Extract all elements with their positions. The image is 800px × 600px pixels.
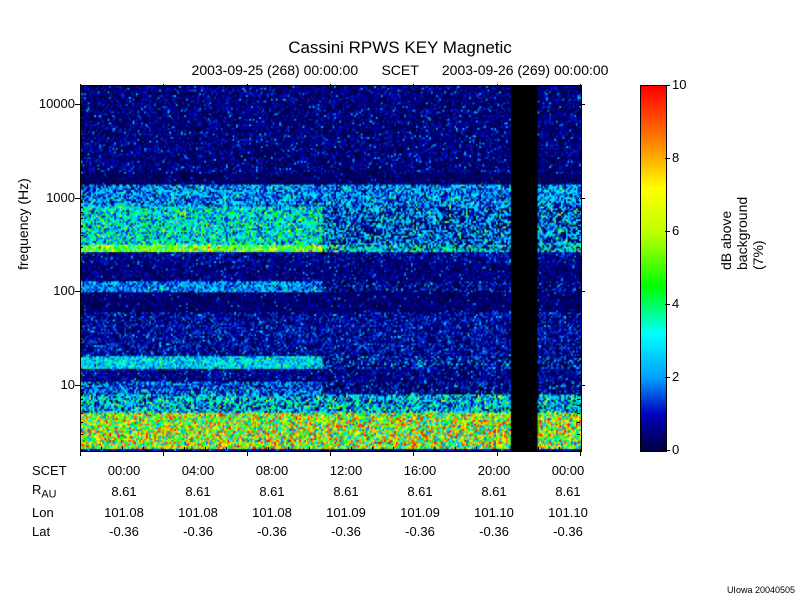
x-cell: 8.61 [532,481,604,502]
x-cell: 101.08 [88,504,160,521]
x-cell: 04:00 [162,462,234,479]
subtitle-mid: SCET [381,62,418,78]
x-row-label: Lat [32,523,86,540]
colorbar-tick: 6 [672,223,679,238]
x-cell: -0.36 [384,523,456,540]
plot-title: Cassini RPWS KEY Magnetic [0,38,800,58]
x-axis-table: SCET00:0004:0008:0012:0016:0020:0000:00R… [30,460,606,542]
x-cell: 20:00 [458,462,530,479]
x-cell: 12:00 [310,462,382,479]
colorbar-label: dB above background (7%) [718,188,766,270]
colorbar-canvas [641,86,666,451]
corner-note: UIowa 20040505 [727,585,795,595]
x-cell: 8.61 [310,481,382,502]
x-cell: 101.08 [162,504,234,521]
x-cell: 101.08 [236,504,308,521]
colorbar-tick: 4 [672,296,679,311]
x-cell: 8.61 [236,481,308,502]
x-row-label: RAU [32,481,86,502]
y-tick-label: 100 [25,283,75,298]
x-cell: -0.36 [162,523,234,540]
x-cell: -0.36 [532,523,604,540]
x-cell: 00:00 [532,462,604,479]
subtitle-right: 2003-09-26 (269) 00:00:00 [442,62,609,78]
plot-subtitle: 2003-09-25 (268) 00:00:00 SCET 2003-09-2… [0,62,800,78]
x-cell: 16:00 [384,462,456,479]
y-tick-label: 10000 [25,96,75,111]
colorbar-tick: 8 [672,150,679,165]
spectrogram-canvas [81,86,581,451]
x-cell: -0.36 [458,523,530,540]
x-cell: 101.09 [384,504,456,521]
y-tick-label: 10 [25,377,75,392]
colorbar-tick: 10 [672,77,686,92]
x-cell: 101.10 [458,504,530,521]
x-row-label: Lon [32,504,86,521]
x-cell: -0.36 [236,523,308,540]
colorbar-tick: 0 [672,442,679,457]
x-cell: -0.36 [310,523,382,540]
x-cell: 101.10 [532,504,604,521]
subtitle-left: 2003-09-25 (268) 00:00:00 [192,62,359,78]
x-row-label: SCET [32,462,86,479]
figure-container: Cassini RPWS KEY Magnetic 2003-09-25 (26… [0,0,800,600]
x-cell: 8.61 [88,481,160,502]
x-cell: 8.61 [458,481,530,502]
x-cell: 101.09 [310,504,382,521]
spectrogram-plot [80,85,582,452]
x-cell: 8.61 [162,481,234,502]
x-cell: 08:00 [236,462,308,479]
colorbar-tick: 2 [672,369,679,384]
colorbar [640,85,667,452]
x-cell: 00:00 [88,462,160,479]
x-cell: 8.61 [384,481,456,502]
y-tick-label: 1000 [25,190,75,205]
x-cell: -0.36 [88,523,160,540]
